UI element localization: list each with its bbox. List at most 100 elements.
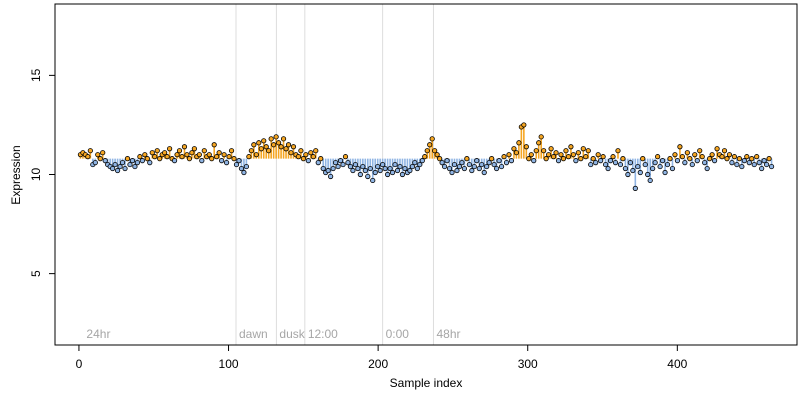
y-tick-label: 15 bbox=[29, 68, 43, 82]
data-point bbox=[332, 160, 339, 166]
data-point bbox=[454, 167, 460, 174]
data-point bbox=[313, 148, 319, 154]
data-point bbox=[523, 144, 529, 150]
data-point bbox=[283, 146, 289, 152]
data-point bbox=[501, 154, 507, 160]
data-point bbox=[285, 142, 292, 148]
data-point bbox=[682, 160, 688, 166]
data-point bbox=[583, 154, 589, 160]
data-point bbox=[256, 140, 262, 146]
data-point bbox=[754, 154, 760, 160]
data-point bbox=[214, 154, 220, 160]
data-point bbox=[491, 161, 497, 168]
data-point bbox=[228, 148, 235, 154]
data-point bbox=[602, 161, 609, 168]
data-point bbox=[162, 150, 168, 156]
data-point bbox=[620, 156, 626, 162]
data-point bbox=[167, 146, 173, 152]
data-point bbox=[345, 160, 351, 166]
data-point bbox=[362, 167, 368, 174]
data-point bbox=[412, 160, 418, 166]
data-point bbox=[469, 167, 475, 174]
data-point bbox=[176, 148, 183, 154]
data-point bbox=[154, 148, 160, 154]
data-point bbox=[95, 152, 101, 158]
data-point bbox=[171, 158, 178, 164]
data-point bbox=[734, 161, 740, 168]
data-point bbox=[211, 142, 217, 148]
data-point bbox=[110, 165, 116, 172]
data-point bbox=[474, 158, 480, 164]
data-point bbox=[372, 169, 378, 176]
data-point bbox=[189, 150, 195, 156]
data-point bbox=[114, 167, 121, 174]
data-point bbox=[417, 161, 423, 168]
data-point bbox=[498, 163, 505, 170]
x-tick-label: 300 bbox=[518, 357, 538, 371]
data-point bbox=[489, 156, 495, 162]
data-point bbox=[702, 160, 708, 166]
data-point bbox=[432, 148, 438, 154]
data-point bbox=[392, 161, 398, 168]
data-point bbox=[595, 152, 601, 158]
x-axis-label: Sample index bbox=[390, 376, 463, 390]
data-point bbox=[662, 169, 668, 176]
data-point bbox=[635, 163, 641, 170]
y-tick-label: 5 bbox=[29, 270, 43, 277]
annotation-label: dusk bbox=[279, 327, 305, 341]
data-point bbox=[394, 167, 401, 174]
data-point bbox=[85, 154, 91, 160]
data-point bbox=[484, 163, 490, 170]
data-point bbox=[694, 158, 700, 164]
data-point bbox=[328, 173, 334, 180]
annotation-label: dawn bbox=[239, 327, 268, 341]
annotation-label: 12:00 bbox=[308, 327, 338, 341]
data-point bbox=[397, 163, 403, 170]
data-point bbox=[667, 156, 673, 162]
data-point bbox=[593, 160, 599, 166]
data-point bbox=[174, 152, 180, 158]
data-point bbox=[298, 148, 304, 154]
data-point bbox=[588, 161, 594, 168]
data-point bbox=[669, 165, 676, 172]
data-point bbox=[555, 158, 562, 164]
data-point bbox=[731, 154, 738, 160]
data-point bbox=[389, 169, 396, 176]
data-point bbox=[449, 169, 455, 176]
data-point bbox=[538, 134, 544, 140]
data-point bbox=[268, 136, 274, 142]
data-point bbox=[439, 160, 445, 166]
data-point bbox=[496, 158, 502, 164]
data-point bbox=[528, 152, 534, 158]
data-point bbox=[375, 163, 381, 170]
data-point bbox=[565, 154, 572, 160]
data-point bbox=[494, 165, 500, 172]
data-point bbox=[711, 158, 718, 164]
data-point bbox=[122, 165, 128, 172]
data-point bbox=[377, 167, 383, 174]
data-point bbox=[625, 171, 631, 178]
data-point bbox=[612, 160, 619, 166]
annotation-labels: 24hr dawn dusk 12:00 0:00 48hr bbox=[86, 327, 460, 341]
data-point bbox=[87, 148, 93, 154]
data-point bbox=[335, 163, 341, 170]
data-point bbox=[342, 154, 349, 160]
data-point bbox=[310, 154, 316, 160]
data-point bbox=[251, 142, 257, 148]
data-point bbox=[650, 165, 656, 172]
y-axis-label: Expression bbox=[9, 145, 23, 204]
data-point bbox=[766, 156, 772, 162]
data-point bbox=[632, 185, 638, 191]
data-point bbox=[451, 161, 458, 168]
data-point bbox=[672, 152, 678, 158]
data-point bbox=[575, 150, 581, 156]
data-point bbox=[132, 163, 138, 170]
data-point bbox=[637, 169, 643, 176]
data-point bbox=[427, 142, 433, 148]
data-point bbox=[199, 158, 205, 164]
data-point bbox=[367, 165, 373, 172]
data-point bbox=[295, 154, 302, 160]
data-point bbox=[444, 158, 450, 164]
data-point bbox=[526, 156, 532, 162]
data-point bbox=[627, 160, 633, 166]
